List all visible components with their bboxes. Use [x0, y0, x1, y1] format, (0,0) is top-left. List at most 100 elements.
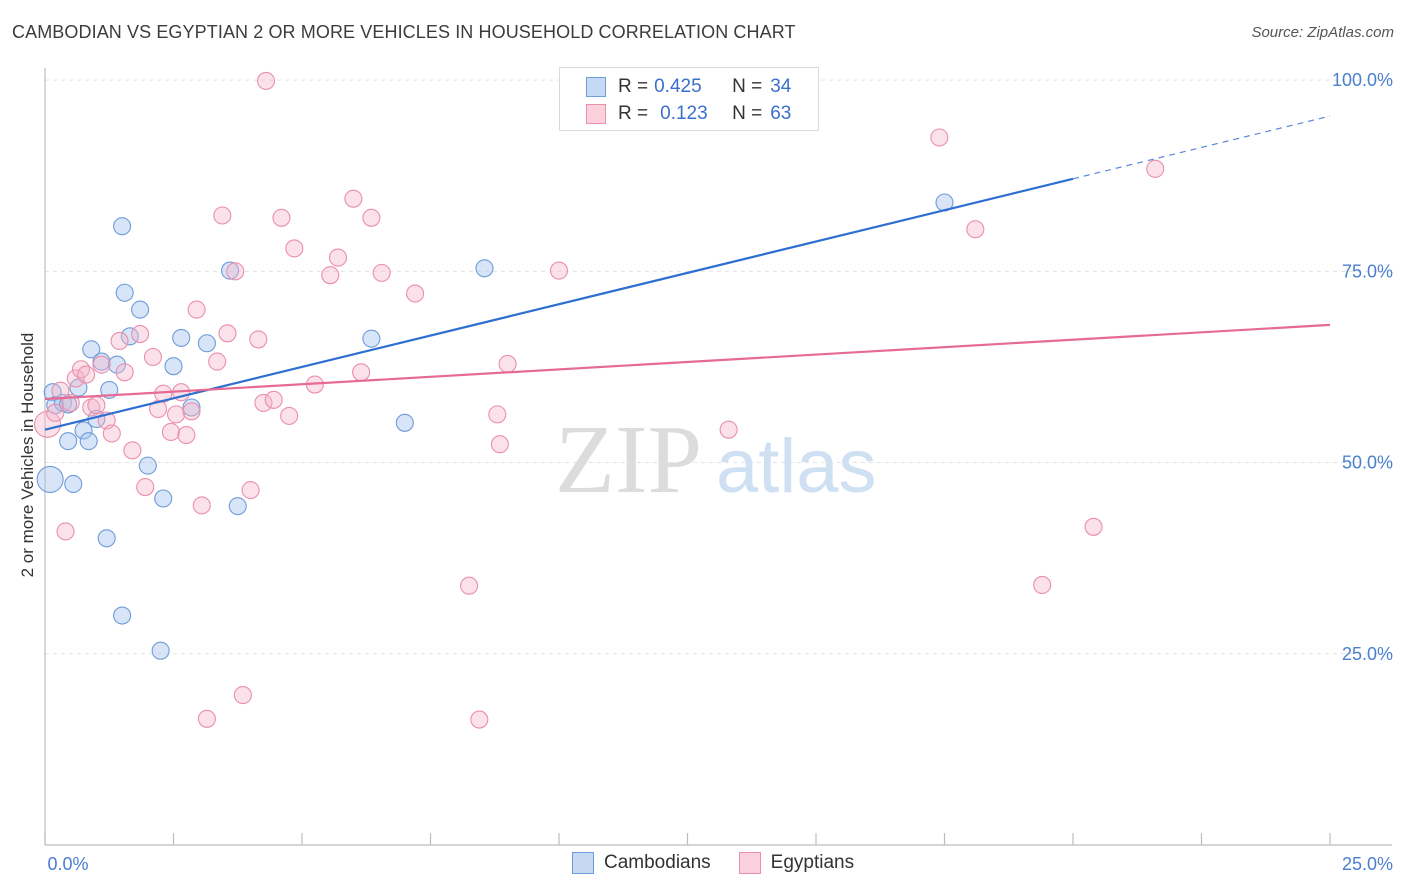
- egyptians-point: [1033, 575, 1052, 594]
- legend-swatch-egyptians: [586, 104, 606, 124]
- y-tick-label: 75.0%: [1342, 261, 1393, 281]
- legend-row-egyptians: R = 0.123 N = 63: [586, 103, 791, 125]
- x-tick-labels: 0.0% 25.0%: [47, 854, 1393, 874]
- legend-n-label: N =: [732, 76, 763, 97]
- series-legend: Cambodians Egyptians: [572, 852, 882, 874]
- egyptians-point: [470, 710, 489, 729]
- y-axis-label: 2 or more Vehicles in Household: [18, 332, 37, 578]
- cambodians-point: [74, 421, 93, 440]
- egyptians-point: [256, 71, 276, 90]
- cambodians-point: [220, 261, 240, 280]
- egyptians-point: [549, 261, 569, 280]
- egyptians-point: [161, 422, 180, 442]
- egyptians-point: [328, 248, 348, 267]
- egyptians-point: [966, 220, 985, 239]
- chart-title: CAMBODIAN VS EGYPTIAN 2 OR MORE VEHICLES…: [12, 22, 796, 42]
- egyptians-point: [488, 405, 507, 424]
- egyptians-point: [459, 576, 479, 595]
- egyptians-point: [123, 441, 142, 460]
- egyptians-point: [197, 709, 216, 728]
- egyptians-point: [182, 402, 201, 421]
- cambodians-point: [107, 355, 127, 374]
- legend-r-value: 0.425: [654, 76, 702, 97]
- cambodians-point: [138, 456, 157, 475]
- cambodians-point: [82, 340, 101, 359]
- y-tick-label: 50.0%: [1342, 453, 1393, 473]
- egyptians-point: [352, 363, 371, 382]
- egyptians-point: [87, 396, 106, 415]
- egyptians-point: [143, 347, 162, 367]
- cambodians-point: [172, 328, 191, 347]
- egyptians-point: [187, 300, 206, 319]
- series-swatch-egyptians: [738, 852, 761, 874]
- egyptians-point: [115, 363, 134, 382]
- egyptians-point: [192, 496, 211, 515]
- cambodians-trend-line: [44, 177, 1074, 431]
- cambodians-points: [36, 193, 954, 660]
- cambodians-point: [197, 334, 216, 353]
- y-tick-label: 25.0%: [1342, 644, 1393, 664]
- egyptians-point: [226, 262, 245, 281]
- legend-row-cambodians: R = 0.425 N = 34: [586, 76, 791, 98]
- series-legend-cambodians[interactable]: Cambodians: [572, 852, 711, 874]
- series-swatch-cambodians: [572, 852, 594, 874]
- axes: [44, 68, 1392, 846]
- legend-r-label: R =: [618, 76, 649, 97]
- egyptians-point: [285, 239, 304, 258]
- cambodians-point: [362, 329, 381, 348]
- cambodians-trend-extension: [1072, 115, 1331, 180]
- egyptians-point: [241, 481, 260, 500]
- egyptians-point: [406, 284, 425, 303]
- series-label-cambodians: Cambodians: [604, 852, 711, 873]
- cambodians-point: [36, 465, 64, 493]
- egyptians-point: [167, 405, 186, 424]
- series-legend-egyptians[interactable]: Egyptians: [738, 852, 854, 874]
- x-tick-label: 25.0%: [1342, 854, 1393, 874]
- egyptians-point: [46, 403, 65, 422]
- egyptians-point: [218, 324, 237, 343]
- cambodians-point: [151, 641, 170, 660]
- egyptians-point: [344, 189, 363, 208]
- watermark: ZIP atlas: [555, 406, 877, 514]
- egyptians-point: [233, 686, 252, 705]
- cambodians-point: [79, 432, 98, 451]
- egyptians-point: [280, 406, 299, 425]
- trend-lines: [44, 115, 1331, 431]
- egyptians-point: [102, 424, 121, 443]
- cambodians-point: [64, 474, 83, 494]
- egyptians-point: [56, 522, 75, 541]
- legend-n-value: 34: [770, 76, 792, 97]
- egyptians-point: [1084, 517, 1103, 536]
- egyptians-point: [92, 355, 111, 374]
- y-tick-label: 100.0%: [1332, 70, 1393, 90]
- cambodians-point: [59, 432, 78, 451]
- cambodians-point: [228, 497, 247, 516]
- correlation-legend: R = 0.425 N = 34 R = 0.123 N = 63: [559, 67, 819, 131]
- cambodians-point: [475, 259, 494, 278]
- legend-n-value: 63: [770, 103, 792, 124]
- egyptians-point: [490, 435, 509, 454]
- egyptians-point: [208, 352, 227, 371]
- watermark-zip: ZIP: [555, 406, 702, 514]
- cambodians-point: [131, 300, 150, 319]
- legend-n-label: N =: [732, 103, 763, 124]
- cambodians-point: [182, 398, 201, 417]
- egyptians-point: [131, 325, 150, 344]
- egyptians-point: [77, 365, 96, 384]
- y-tick-labels: 25.0% 50.0% 75.0% 100.0%: [1332, 70, 1393, 664]
- egyptians-point: [930, 128, 949, 147]
- grid-lines: [45, 79, 1392, 655]
- egyptians-point: [321, 266, 340, 285]
- legend-r-value: 0.123: [660, 103, 708, 124]
- egyptians-point: [71, 360, 91, 379]
- cambodians-point: [97, 529, 116, 548]
- cambodians-point: [395, 413, 414, 432]
- cambodians-point: [115, 283, 134, 302]
- egyptians-point: [136, 477, 155, 497]
- cambodians-point: [113, 606, 132, 625]
- cambodians-point: [113, 217, 132, 236]
- egyptians-points: [34, 71, 1165, 729]
- cambodians-point: [164, 357, 183, 376]
- source-label: Source: ZipAtlas.com: [1251, 24, 1394, 41]
